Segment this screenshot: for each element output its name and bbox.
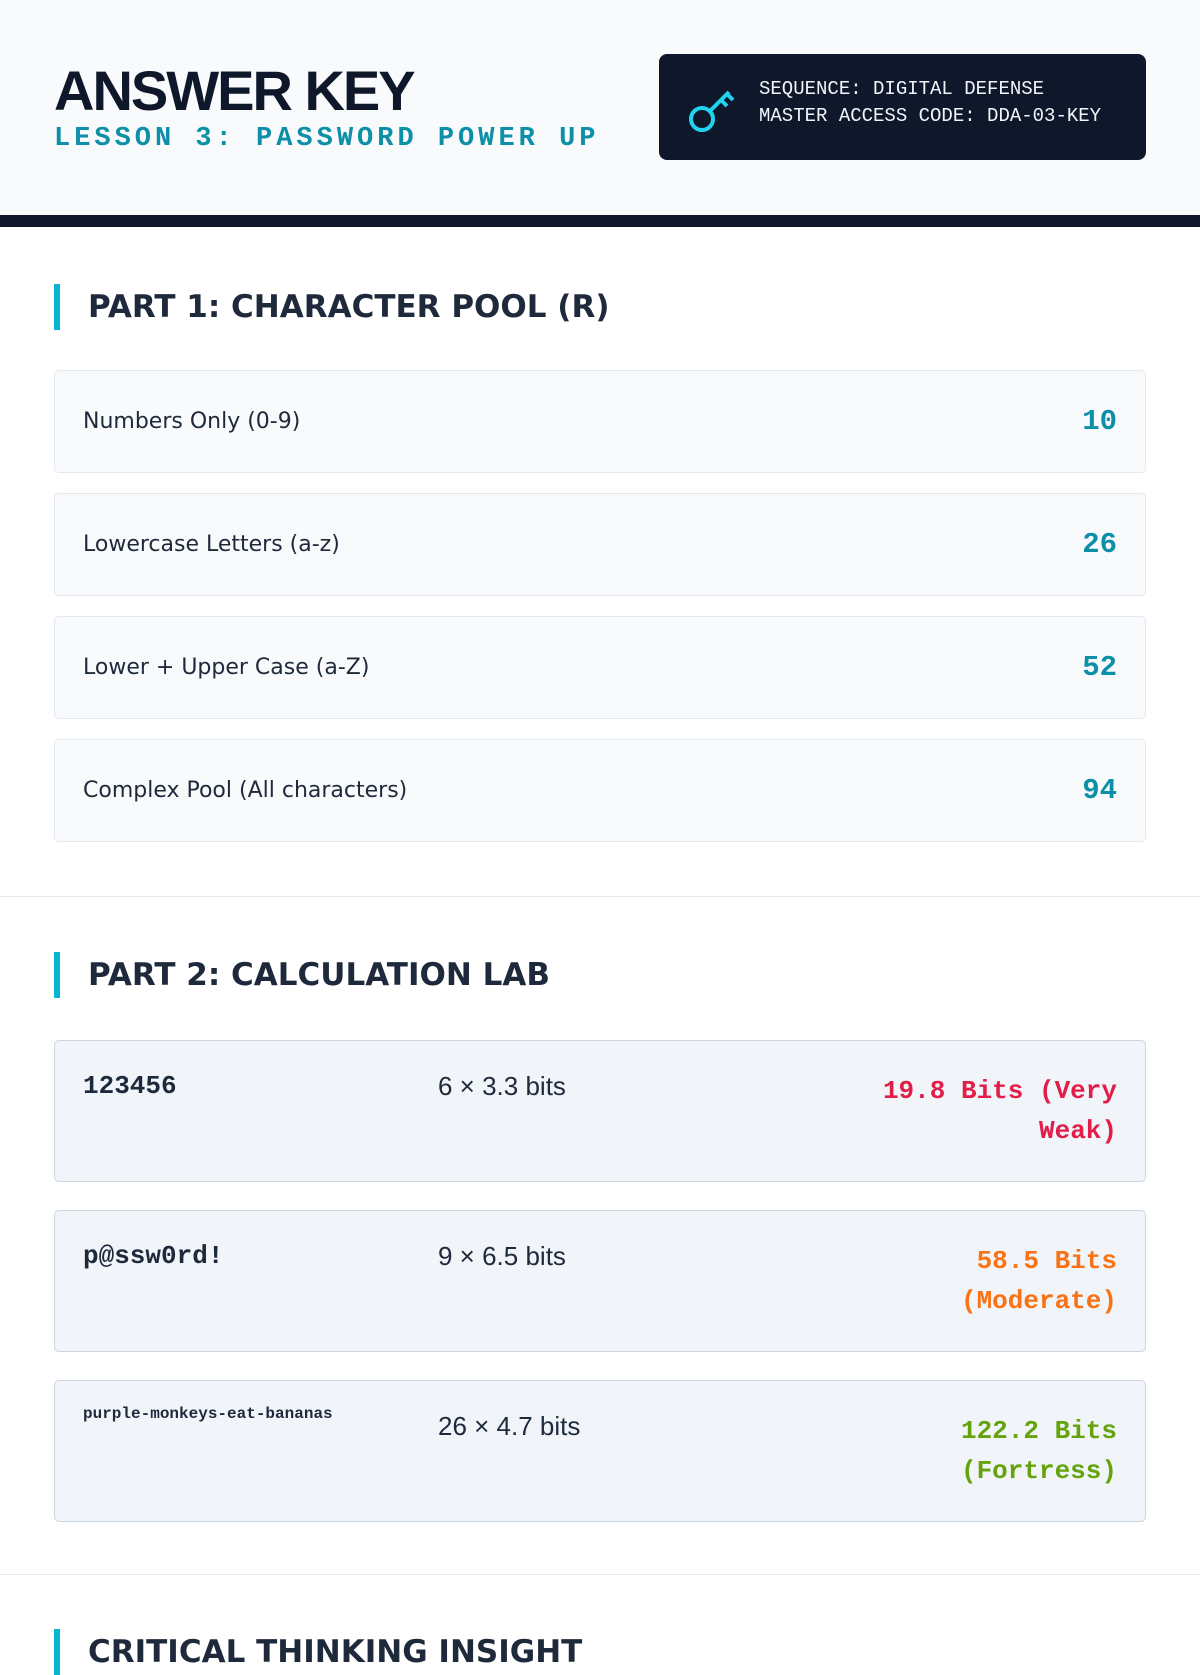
calc-row: purple-monkeys-eat-bananas 26 × 4.7 bits 1… <box>54 1380 1146 1522</box>
pool-label: Numbers Only (0-9) <box>83 409 301 434</box>
result: 122.2 Bits (Fortress) <box>960 1416 1117 1486</box>
calc-row: 123456 6 × 3.3 bits 19.8 Bits (Very Weak) <box>54 1040 1146 1182</box>
pool-list: Numbers Only (0-9) 10 Lowercase Letters (a… <box>54 370 1146 842</box>
part-3: CRITICAL THINKING INSIGHT <box>0 1574 1200 1675</box>
pool-item: Lowercase Letters (a-z) 26 <box>54 493 1146 596</box>
formula: 26 × 4.7 bits <box>438 1411 581 1441</box>
badge-sequence: SEQUENCE: DIGITAL DEFENSE <box>759 78 1045 100</box>
badge-code: MASTER ACCESS CODE: DDA-03-KEY <box>759 105 1102 127</box>
section-heading: PART 1: CHARACTER POOL (R) <box>54 284 1146 330</box>
formula: 9 × 6.5 bits <box>438 1241 566 1271</box>
pool-label: Lower + Upper Case (a-Z) <box>83 655 370 680</box>
password: purple-monkeys-eat-bananas <box>83 1405 333 1423</box>
pool-value: 10 <box>1082 405 1117 438</box>
pool-item: Complex Pool (All characters) 94 <box>54 739 1146 842</box>
access-badge: SEQUENCE: DIGITAL DEFENSE MASTER ACCESS … <box>659 54 1146 160</box>
calc-row: p@ssw0rd! 9 × 6.5 bits 58.5 Bits (Moderate… <box>54 1210 1146 1352</box>
key-icon <box>689 90 735 132</box>
title: ANSWER KEY <box>54 59 416 122</box>
pool-value: 52 <box>1082 651 1117 684</box>
subtitle: LESSON 3: PASSWORD POWER UP <box>54 124 600 154</box>
section-heading: CRITICAL THINKING INSIGHT <box>54 1629 1146 1675</box>
pool-label: Lowercase Letters (a-z) <box>83 532 340 557</box>
password: p@ssw0rd! <box>83 1241 224 1271</box>
pool-item: Numbers Only (0-9) 10 <box>54 370 1146 473</box>
result: 58.5 Bits (Moderate) <box>960 1246 1117 1316</box>
pool-value: 94 <box>1082 774 1117 807</box>
section-heading: PART 2: CALCULATION LAB <box>54 952 1146 998</box>
pool-label: Complex Pool (All characters) <box>83 778 408 803</box>
password: 123456 <box>83 1071 177 1101</box>
calc-list: 123456 6 × 3.3 bits 19.8 Bits (Very Weak) p… <box>54 1040 1146 1522</box>
header: ANSWER KEY LESSON 3: PASSWORD POWER UP S… <box>0 0 1200 227</box>
part-1: PART 1: CHARACTER POOL (R) Numbers Only … <box>0 227 1200 896</box>
pool-value: 26 <box>1082 528 1117 561</box>
part-2: PART 2: CALCULATION LAB 123456 6 × 3.3 bi… <box>0 896 1200 1574</box>
formula: 6 × 3.3 bits <box>438 1071 566 1101</box>
result: 19.8 Bits (Very Weak) <box>882 1076 1117 1146</box>
pool-item: Lower + Upper Case (a-Z) 52 <box>54 616 1146 719</box>
